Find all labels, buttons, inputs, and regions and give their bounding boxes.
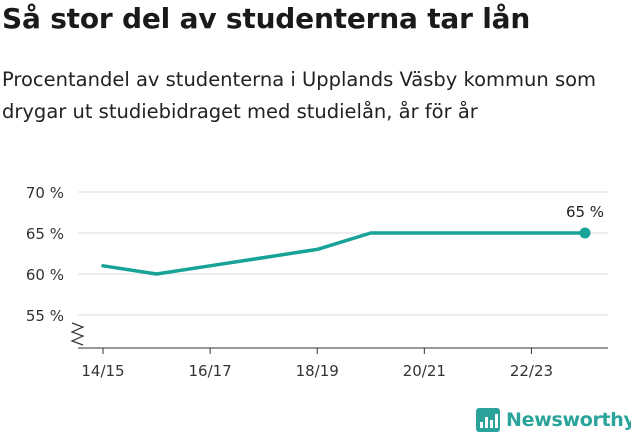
brand-logo: Newsworthy — [476, 408, 631, 432]
y-tick-label: 60 % — [26, 266, 64, 284]
x-tick-label: 18/19 — [296, 362, 339, 380]
y-tick-label: 55 % — [26, 307, 64, 325]
x-tick-label: 22/23 — [510, 362, 553, 380]
end-value-label: 65 % — [566, 203, 604, 221]
chart-title: Så stor del av studenterna tar lån — [2, 2, 531, 35]
series-line — [101, 231, 587, 276]
x-tick-label: 20/21 — [403, 362, 446, 380]
axis-break-icon — [70, 322, 85, 346]
y-tick-label: 70 % — [26, 184, 64, 202]
brand-name: Newsworthy — [506, 409, 631, 431]
newsworthy-logo-icon — [476, 408, 500, 432]
x-tick-label: 16/17 — [188, 362, 231, 380]
end-point — [579, 227, 591, 239]
line-chart: 55 % 60 % 65 % 70 % 14/15 16/17 18/19 20/21 22/2… — [26, 184, 608, 380]
y-tick-label: 65 % — [26, 225, 64, 243]
x-tick-label: 14/15 — [81, 362, 124, 380]
chart-subtitle: Procentandel av studenterna i Upplands V… — [2, 68, 597, 123]
